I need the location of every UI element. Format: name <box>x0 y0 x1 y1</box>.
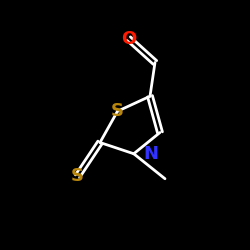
Text: S: S <box>111 102 124 120</box>
Text: N: N <box>144 145 159 163</box>
Text: S: S <box>71 167 84 185</box>
Text: O: O <box>121 30 136 48</box>
